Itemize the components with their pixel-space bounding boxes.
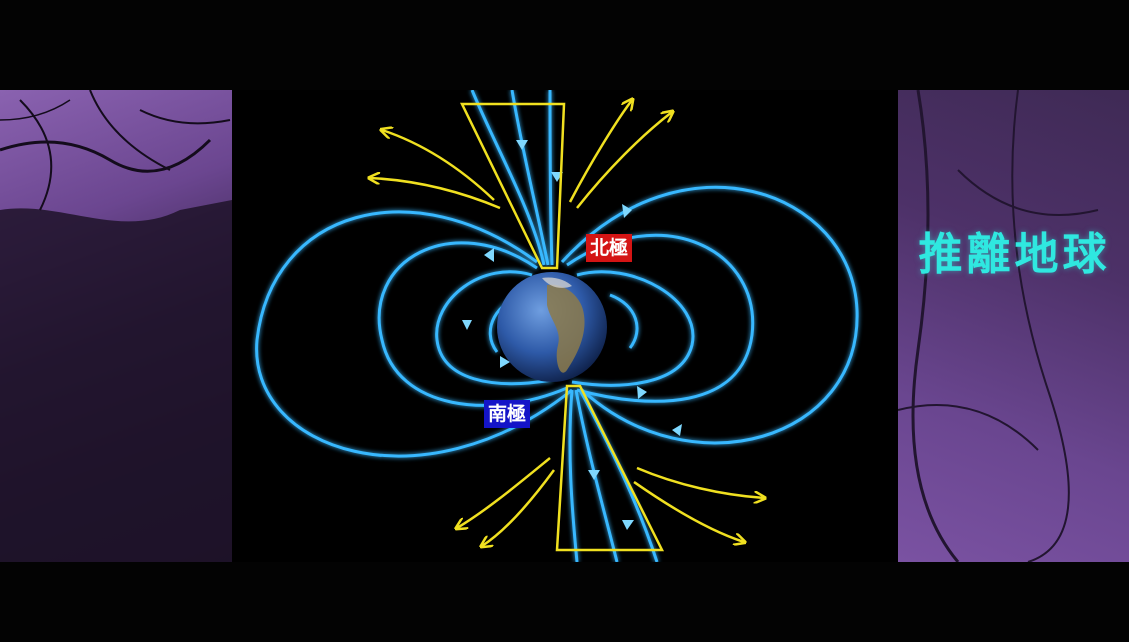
- left-background-sky: [0, 90, 232, 562]
- south-funnel: [555, 384, 665, 552]
- top-letterbox: [0, 0, 1129, 90]
- field-loop-right-tiny: [609, 293, 639, 349]
- field-line-north-3: [548, 90, 554, 266]
- south-pole-label: 南極: [484, 400, 531, 428]
- field-line-north-2: [510, 90, 550, 266]
- bottom-letterbox: [0, 562, 1129, 642]
- right-background-sky: [898, 90, 1129, 562]
- tree-branches-left: [0, 90, 232, 562]
- magnetic-field-diagram: [232, 90, 898, 562]
- field-loop-left-inner: [435, 270, 553, 386]
- field-line-north-1: [470, 90, 546, 266]
- field-loop-right-inner: [571, 270, 695, 387]
- tree-branches-right: [898, 90, 1099, 562]
- north-funnel: [459, 102, 566, 270]
- earth-globe: [497, 272, 607, 382]
- field-loop-left-outer: [255, 210, 573, 458]
- field-line-south-1: [568, 389, 579, 562]
- solar-wind-arrows: [370, 100, 764, 546]
- field-direction-arrows: [462, 140, 682, 530]
- solar-wind-funnels: [459, 102, 665, 552]
- field-loop-right-outer: [560, 185, 859, 445]
- field-lines: [255, 90, 859, 562]
- field-loop-right-mid: [566, 233, 755, 403]
- field-line-south-2: [574, 389, 619, 562]
- caption-text: 推離地球: [918, 229, 1111, 280]
- north-pole-label: 北極: [586, 234, 633, 262]
